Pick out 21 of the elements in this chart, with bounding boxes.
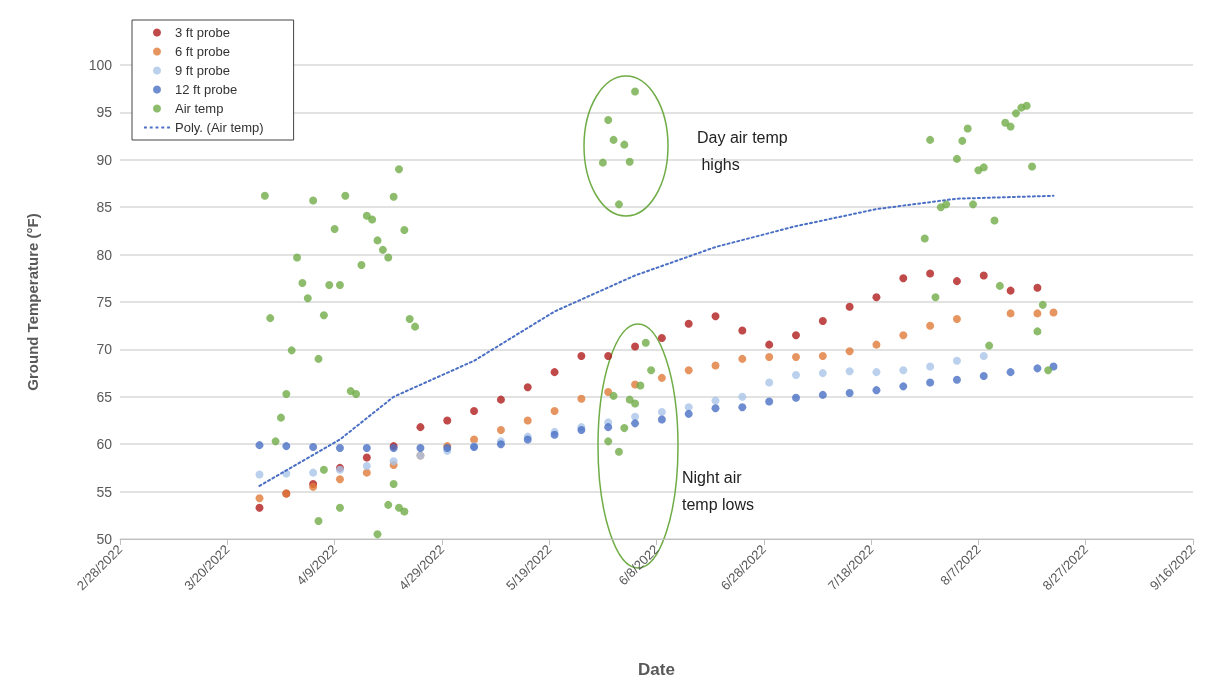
y-tick-label: 100 bbox=[88, 57, 113, 73]
y-tick-label: 85 bbox=[96, 199, 113, 216]
y-axis-title: Ground Temperature (°F) bbox=[24, 213, 41, 391]
y-tick-label: 55 bbox=[96, 483, 113, 500]
y-tick-label: 70 bbox=[96, 341, 113, 358]
y-tick-label: 60 bbox=[96, 436, 113, 453]
y-tick-label: 80 bbox=[96, 246, 113, 263]
legend-label: 12 ft probe bbox=[175, 82, 238, 97]
legend-label: Air temp bbox=[175, 101, 224, 116]
annotation: Night air temp lows bbox=[682, 469, 755, 513]
legend-label: 9 ft probe bbox=[175, 63, 230, 78]
x-axis-title: Date bbox=[638, 660, 675, 679]
y-tick-label: 65 bbox=[96, 388, 113, 405]
y-tick-label: 90 bbox=[96, 151, 113, 168]
annotation: Day air temp highs bbox=[697, 129, 788, 173]
y-tick-label: 50 bbox=[96, 531, 113, 547]
legend-label: 6 ft probe bbox=[175, 44, 230, 59]
legend-label: 3 ft probe bbox=[175, 25, 230, 40]
legend-label: Poly. (Air temp) bbox=[175, 120, 264, 135]
y-tick-label: 95 bbox=[96, 104, 113, 121]
y-tick-label: 75 bbox=[96, 294, 113, 310]
